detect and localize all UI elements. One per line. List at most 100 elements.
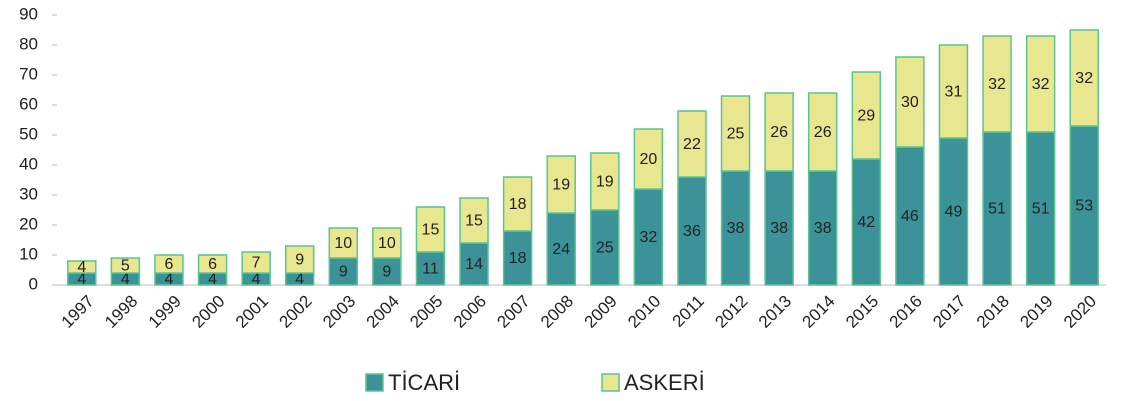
data-label: 38 [727,220,745,237]
x-tick-label: 2007 [493,292,533,332]
x-tick-label: 2012 [711,292,751,332]
data-label: 25 [596,240,614,257]
x-tick-label: 2001 [232,292,272,332]
x-tick-label: 2019 [1016,292,1056,332]
data-label: 24 [552,241,570,258]
data-label: 15 [422,222,440,239]
legend-swatch [601,373,620,392]
bar-segment [241,251,271,274]
legend-label: ASKERİ [624,370,705,395]
bar-segment [633,128,664,190]
bar-segment [720,170,751,286]
bar-segment [677,110,707,178]
data-label: 20 [639,151,657,168]
y-tick-label: 50 [19,124,38,143]
bar-segment [197,254,228,274]
data-label: 18 [509,250,527,267]
bar-segment [1069,29,1099,127]
data-label: 42 [857,214,875,231]
data-label: 18 [509,196,527,213]
x-tick-label: 1997 [58,292,98,332]
x-tick-label: 2004 [363,292,403,332]
x-tick-label: 2006 [450,292,490,332]
bar-segment [1069,125,1099,286]
data-label: 31 [945,84,963,101]
bar-segment [982,35,1012,133]
data-label: 38 [814,220,832,237]
bar-segment [502,176,533,232]
y-tick-label: 0 [29,274,38,293]
bar-segment [764,92,794,172]
y-tick-label: 90 [19,4,38,23]
data-label: 4 [77,271,86,288]
data-label: 4 [208,271,217,288]
x-tick-label: 2005 [406,292,446,332]
x-tick-label: 2011 [669,292,708,331]
bar-segment [1025,131,1056,286]
bar-segment [546,155,576,214]
x-tick-label: 2014 [799,292,839,332]
data-label: 51 [988,201,1006,218]
bar-segment [895,56,925,148]
x-tick-label: 2008 [537,292,577,332]
bar-segment [895,146,925,286]
x-tick-label: 2018 [973,292,1013,332]
x-tick-label: 2013 [755,292,795,332]
x-tick-label: 1999 [145,292,185,332]
data-label: 4 [165,271,174,288]
data-label: 30 [901,94,919,111]
data-label: 36 [683,223,701,240]
data-label: 29 [857,108,875,125]
x-tick-label: 2009 [581,292,621,332]
x-tick-label: 2010 [624,292,664,332]
y-tick-label: 40 [19,154,38,173]
legend-label: TİCARİ [388,370,460,395]
y-tick-label: 10 [19,244,38,263]
x-tick-label: 2015 [842,292,882,332]
y-tick-label: 80 [19,34,38,53]
x-tick-label: 2017 [929,292,969,332]
data-label: 4 [121,271,130,288]
bar-segment [328,227,359,259]
data-label: 32 [639,229,657,246]
data-label: 26 [770,124,788,141]
data-label: 32 [988,76,1006,93]
bar-segment [807,170,838,286]
data-label: 25 [727,126,745,143]
x-tick-label: 2020 [1060,292,1100,332]
data-label: 10 [378,235,396,252]
data-label: 6 [165,256,174,273]
data-label: 9 [339,264,348,281]
data-label: 9 [382,264,391,281]
data-label: 53 [1075,198,1093,215]
bar-segment [764,170,794,286]
bar-segment [67,260,97,274]
x-tick-label: 1998 [101,292,141,332]
data-label: 51 [1032,201,1050,218]
data-label: 15 [465,213,483,230]
bar-segment [851,71,882,160]
x-tick-label: 2000 [188,292,228,332]
bar-segment [590,152,620,211]
bar-segment [459,242,489,286]
x-tick-label: 2002 [276,292,316,332]
data-label: 4 [252,271,261,288]
bar-segment [938,44,969,139]
data-label: 6 [208,256,217,273]
bar-segment [851,158,882,286]
data-label: 11 [422,261,439,278]
data-label: 7 [252,255,261,272]
data-label: 32 [1032,76,1050,93]
bar-segment [154,254,184,274]
data-label: 19 [596,174,614,191]
bar-segment [328,257,359,286]
bar-segment [459,197,489,244]
data-label: 46 [901,208,919,225]
bar-segment [372,257,402,286]
data-label: 49 [945,204,963,221]
y-tick-label: 30 [19,184,38,203]
data-label: 4 [295,271,304,288]
data-label: 22 [683,136,701,153]
bar-segment [590,209,620,286]
